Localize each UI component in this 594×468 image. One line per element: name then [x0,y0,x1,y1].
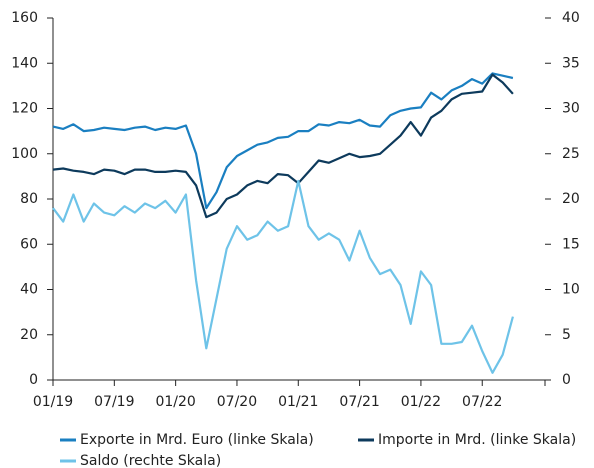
x-tick-label: 01/20 [155,394,195,410]
y2-tick-label: 10 [562,282,580,298]
y-tick-label: 40 [20,282,38,298]
line-series [52,72,514,210]
y2-tick-label: 0 [562,372,571,388]
y-tick-label: 20 [20,327,38,343]
y-tick-label: 100 [11,146,38,162]
y-tick-label: 120 [11,101,38,117]
legend-label: Exporte in Mrd. Euro (linke Skala) [80,432,314,448]
x-tick-label: 01/21 [278,394,318,410]
x-tick-label: 07/19 [94,394,134,410]
x-tick-label: 07/22 [462,394,502,410]
legend-label: Saldo (rechte Skala) [80,453,221,468]
legend-label: Importe in Mrd. (linke Skala) [378,432,576,448]
x-tick-label: 07/20 [217,394,257,410]
y-tick-label: 140 [11,55,38,71]
x-tick-label: 07/21 [339,394,379,410]
y2-tick-label: 40 [562,10,580,26]
y2-tick-label: 30 [562,101,580,117]
y2-tick-label: 15 [562,236,580,252]
y2-tick-label: 25 [562,146,580,162]
x-tick-label: 01/22 [401,394,441,410]
y-tick-label: 160 [11,10,38,26]
y2-tick-label: 20 [562,191,580,207]
y-tick-label: 60 [20,236,38,252]
y-tick-label: 0 [29,372,38,388]
y2-tick-label: 35 [562,55,580,71]
y-tick-label: 80 [20,191,38,207]
y2-tick-label: 5 [562,327,571,343]
x-tick-label: 01/19 [33,394,73,410]
line-series [52,73,514,219]
line-series [52,179,514,374]
